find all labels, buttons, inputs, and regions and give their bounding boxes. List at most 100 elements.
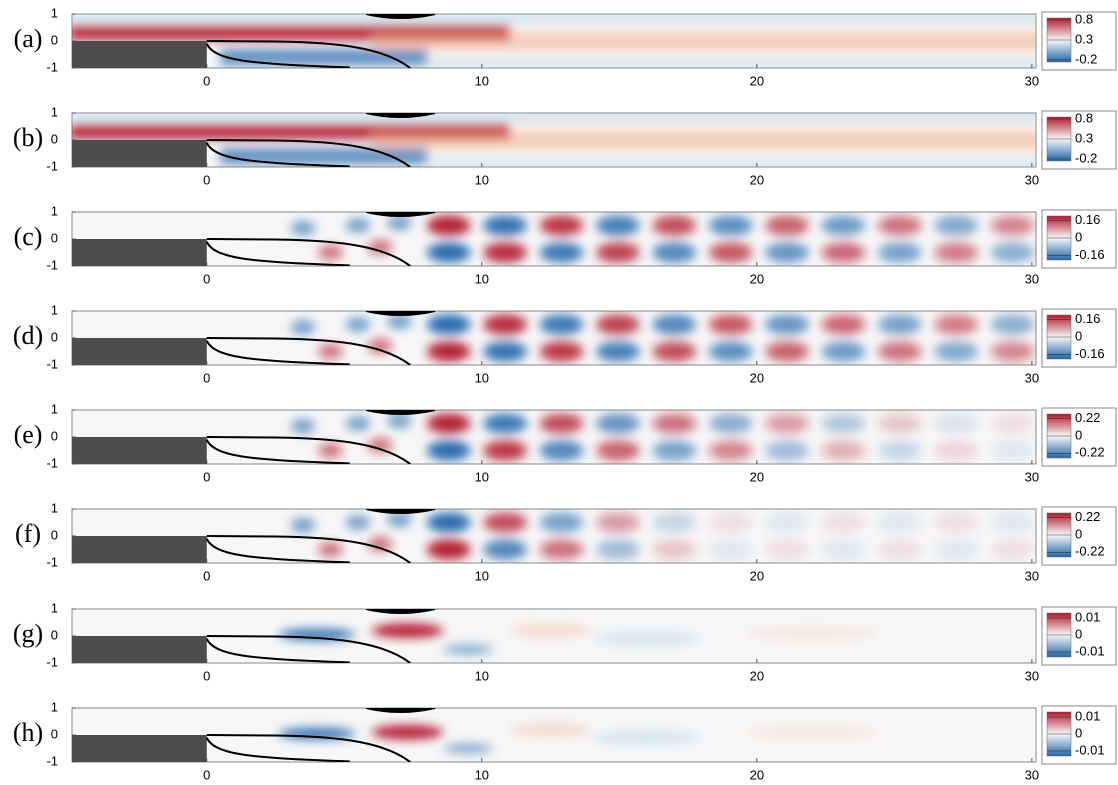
step-wall: [72, 239, 207, 266]
field-blur: [290, 413, 1035, 461]
x-tick-label: 30: [1025, 568, 1039, 583]
x-tick-label: 20: [750, 172, 764, 187]
colorbar-label: -0.16: [1075, 247, 1105, 262]
field-blob: [595, 341, 640, 362]
field-blob: [877, 215, 922, 236]
y-tick-label: 0: [51, 131, 58, 146]
upper-contour: [366, 410, 436, 416]
colorbar-label: -0.2: [1075, 51, 1097, 66]
field-blob: [877, 314, 922, 335]
x-tick-label: 10: [475, 73, 489, 88]
panel-label: (c): [14, 222, 43, 251]
upper-contour: [366, 311, 436, 317]
step-wall: [72, 735, 207, 762]
field-blob: [765, 314, 810, 335]
field-blob: [821, 215, 866, 236]
field-blob: [821, 242, 866, 263]
step-wall: [72, 140, 207, 167]
field: [72, 609, 881, 663]
field-blob: [708, 413, 753, 434]
field-blob: [708, 440, 753, 461]
colorbar-label: 0.16: [1075, 212, 1100, 227]
panel-label: (h): [13, 718, 43, 747]
field-band: [426, 59, 1036, 68]
field-blob: [708, 512, 753, 533]
field-blob: [877, 512, 922, 533]
panel-label: (e): [14, 420, 43, 449]
field-blob: [877, 440, 922, 461]
field-blob: [934, 242, 979, 263]
panel-label: (a): [14, 24, 43, 53]
colorbar-label: 0.16: [1075, 311, 1100, 326]
field-blob: [539, 539, 584, 560]
field-blob: [483, 440, 528, 461]
x-tick-label: 30: [1025, 767, 1039, 782]
field: [72, 212, 1035, 266]
field-blob: [652, 242, 697, 263]
x-tick-label: 20: [750, 767, 764, 782]
field: [72, 410, 1035, 464]
step-wall: [72, 536, 207, 563]
y-tick-label: 1: [51, 104, 58, 119]
recirculation-contour: [205, 337, 411, 365]
colorbar-label: 0.3: [1075, 130, 1093, 145]
colorbar-label: -0.01: [1075, 742, 1105, 757]
y-tick-label: 0: [51, 527, 58, 542]
colorbar-label: 0.01: [1075, 610, 1100, 625]
field-blob: [821, 512, 866, 533]
colorbar-label: 0.3: [1075, 31, 1093, 46]
field-blob: [652, 341, 697, 362]
field-blob: [990, 440, 1035, 461]
field-blob: [652, 539, 697, 560]
y-tick-label: 1: [51, 401, 58, 416]
field-blob: [539, 512, 584, 533]
field-blur: [72, 14, 1036, 68]
x-tick-label: 30: [1025, 469, 1039, 484]
field-band: [72, 14, 1036, 23]
x-tick-label: 30: [1025, 271, 1039, 286]
field-blob: [509, 623, 592, 638]
y-tick-label: -1: [46, 554, 58, 569]
field-blob: [595, 440, 640, 461]
field-blob: [990, 341, 1035, 362]
field-blob: [483, 512, 528, 533]
field-blob: [934, 440, 979, 461]
field-blob: [539, 215, 584, 236]
colorbar-label: -0.2: [1075, 150, 1097, 165]
field-blob: [290, 418, 316, 434]
field-blob: [652, 512, 697, 533]
recirculation-contour: [205, 238, 411, 266]
colorbar-label: 0.01: [1075, 709, 1100, 724]
x-tick-label: 20: [750, 469, 764, 484]
field-blob: [990, 512, 1035, 533]
field-band: [72, 113, 1036, 122]
x-tick-label: 10: [475, 568, 489, 583]
field-blob: [821, 413, 866, 434]
x-tick-label: 20: [750, 271, 764, 286]
field-blob: [990, 242, 1035, 263]
x-tick-label: 0: [203, 767, 210, 782]
field-blob: [652, 215, 697, 236]
x-tick-label: 30: [1025, 73, 1039, 88]
field-blob: [990, 413, 1035, 434]
field-blob: [539, 314, 584, 335]
x-tick-label: 0: [203, 172, 210, 187]
field-blob: [443, 743, 493, 754]
field: [72, 14, 1036, 68]
field-blob: [345, 317, 371, 332]
field-blob: [934, 341, 979, 362]
field-blob: [539, 341, 584, 362]
field-blob: [877, 539, 922, 560]
field-blob: [318, 344, 343, 359]
field-blob: [371, 623, 444, 639]
field-blob: [934, 314, 979, 335]
field-blob: [386, 215, 412, 231]
upper-contour: [366, 509, 436, 514]
x-tick-label: 0: [203, 370, 210, 385]
field-blob: [990, 539, 1035, 560]
y-tick-label: 0: [51, 627, 58, 642]
field-blob: [934, 539, 979, 560]
